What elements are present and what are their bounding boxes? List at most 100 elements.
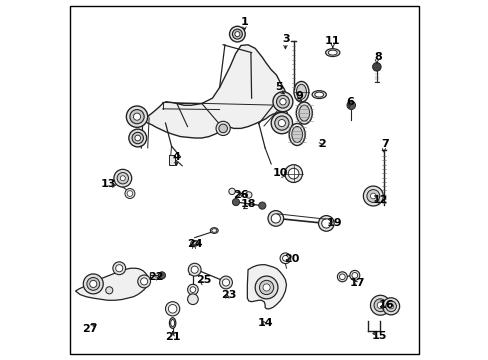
Circle shape (318, 216, 333, 231)
Text: 7: 7 (381, 139, 388, 149)
Text: 24: 24 (187, 239, 203, 249)
Circle shape (321, 219, 330, 228)
Circle shape (135, 135, 141, 141)
Ellipse shape (325, 49, 339, 57)
Circle shape (337, 272, 346, 282)
Text: 2: 2 (318, 139, 325, 149)
Polygon shape (143, 45, 286, 138)
Circle shape (83, 274, 103, 294)
Circle shape (125, 189, 135, 198)
Text: 22: 22 (148, 272, 163, 282)
Text: 11: 11 (325, 36, 340, 46)
Circle shape (87, 278, 100, 290)
Circle shape (222, 279, 229, 286)
Circle shape (276, 95, 289, 108)
Text: 15: 15 (371, 331, 386, 341)
Ellipse shape (296, 84, 306, 99)
Ellipse shape (211, 229, 216, 232)
Circle shape (284, 165, 302, 183)
Circle shape (190, 287, 195, 292)
Circle shape (366, 190, 379, 202)
Circle shape (278, 120, 285, 127)
Text: 1: 1 (240, 17, 248, 27)
Circle shape (259, 280, 273, 294)
Circle shape (138, 275, 150, 288)
Circle shape (349, 270, 359, 280)
Circle shape (89, 280, 97, 288)
Circle shape (385, 301, 396, 312)
Ellipse shape (190, 240, 198, 246)
Text: 12: 12 (372, 194, 387, 204)
Circle shape (191, 266, 198, 273)
Circle shape (130, 109, 144, 124)
Circle shape (117, 172, 128, 184)
Bar (169, 155, 175, 165)
Circle shape (168, 305, 177, 313)
Circle shape (187, 294, 198, 305)
Circle shape (216, 121, 230, 135)
Circle shape (274, 116, 288, 130)
Text: 19: 19 (325, 218, 341, 228)
Circle shape (363, 186, 383, 206)
Ellipse shape (291, 126, 302, 143)
Circle shape (267, 211, 283, 226)
Circle shape (282, 256, 288, 261)
Circle shape (232, 198, 239, 206)
Circle shape (388, 304, 393, 309)
Circle shape (372, 63, 380, 71)
Circle shape (288, 168, 298, 179)
Circle shape (339, 274, 345, 280)
Circle shape (120, 176, 125, 181)
Circle shape (188, 263, 201, 276)
Circle shape (346, 101, 355, 109)
Text: 21: 21 (164, 332, 180, 342)
Text: 13: 13 (101, 179, 116, 189)
Text: 25: 25 (196, 275, 211, 285)
Text: 26: 26 (233, 190, 248, 200)
Ellipse shape (192, 242, 197, 245)
Text: 3: 3 (282, 35, 290, 44)
Circle shape (187, 284, 198, 295)
Ellipse shape (314, 92, 323, 97)
Text: 5: 5 (275, 82, 283, 93)
Circle shape (229, 26, 244, 42)
Text: 4: 4 (173, 152, 181, 162)
Circle shape (382, 298, 399, 315)
Circle shape (376, 302, 383, 309)
Circle shape (280, 253, 290, 264)
Circle shape (351, 273, 357, 278)
Circle shape (113, 262, 125, 275)
Circle shape (234, 32, 240, 37)
Circle shape (126, 106, 147, 127)
Circle shape (245, 192, 251, 198)
Circle shape (271, 112, 292, 134)
Text: 27: 27 (82, 324, 97, 334)
Circle shape (279, 99, 285, 105)
Text: 20: 20 (283, 254, 299, 264)
Text: 6: 6 (346, 97, 354, 107)
Circle shape (133, 113, 141, 120)
Text: 8: 8 (373, 52, 381, 62)
Text: 10: 10 (272, 168, 287, 178)
Ellipse shape (169, 318, 176, 328)
Polygon shape (75, 268, 148, 300)
Circle shape (127, 191, 133, 196)
Circle shape (258, 202, 265, 209)
Circle shape (116, 265, 122, 272)
Text: 17: 17 (349, 278, 365, 288)
Circle shape (114, 169, 131, 187)
Circle shape (370, 295, 389, 315)
Circle shape (373, 299, 386, 312)
Ellipse shape (170, 319, 174, 327)
Circle shape (141, 278, 147, 285)
Circle shape (132, 132, 143, 144)
Circle shape (263, 284, 269, 291)
Text: 14: 14 (257, 318, 272, 328)
Circle shape (228, 188, 235, 195)
Circle shape (165, 302, 180, 316)
Text: 18: 18 (240, 199, 255, 209)
Ellipse shape (311, 91, 325, 99)
Circle shape (272, 92, 292, 112)
Text: 9: 9 (295, 91, 303, 102)
Ellipse shape (296, 102, 312, 124)
